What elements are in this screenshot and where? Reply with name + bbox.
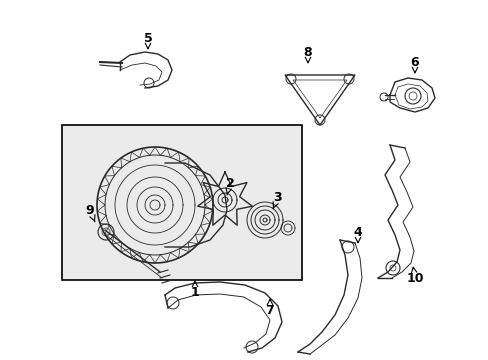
Text: 6: 6	[410, 55, 418, 73]
Text: 2: 2	[225, 176, 234, 195]
Text: 9: 9	[85, 203, 95, 222]
Text: 10: 10	[406, 267, 423, 284]
Text: 4: 4	[353, 225, 362, 243]
FancyBboxPatch shape	[62, 125, 302, 280]
Text: 3: 3	[272, 190, 282, 209]
Text: 7: 7	[265, 299, 274, 316]
Text: 5: 5	[143, 32, 152, 49]
Text: 1: 1	[190, 281, 199, 298]
Text: 8: 8	[303, 45, 312, 63]
